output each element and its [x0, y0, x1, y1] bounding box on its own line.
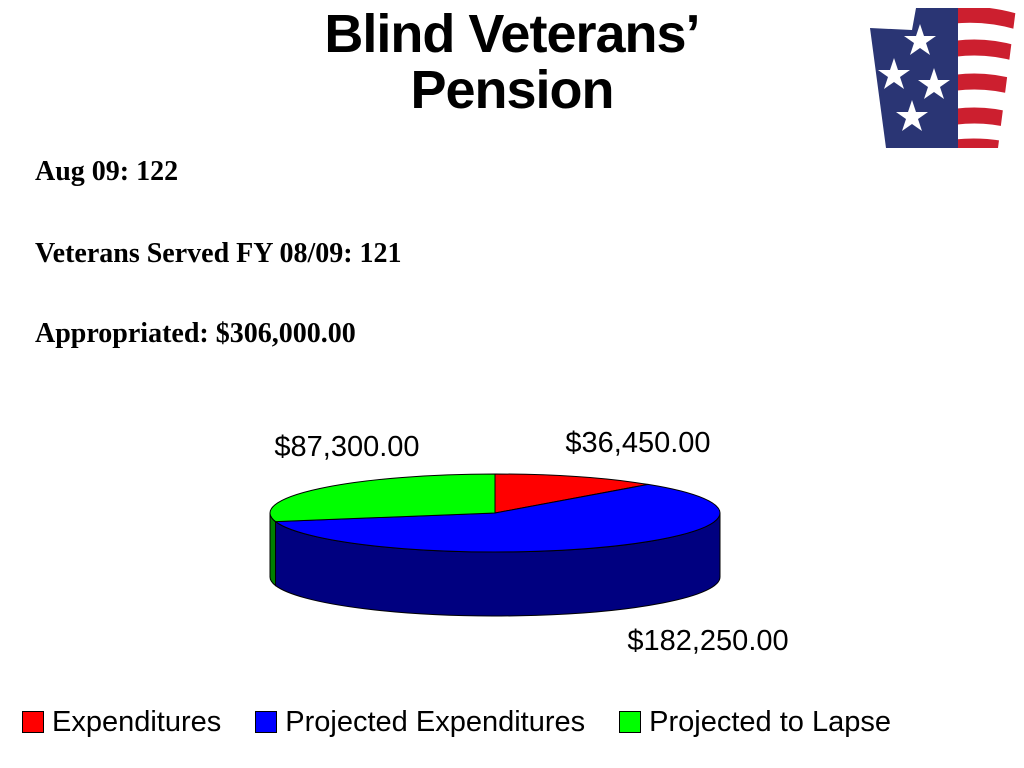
legend-label-expenditures: Expenditures: [52, 705, 222, 738]
legend-swatch-expenditures: [22, 711, 44, 733]
pie-slice-projected-expenditures: [274, 483, 721, 553]
title-line-2: Pension: [410, 60, 614, 120]
info-veterans-served: Veterans Served FY 08/09: 121: [35, 238, 402, 269]
data-label-projected-to-lapse: $87,300.00: [274, 431, 419, 463]
flag-stars-icon: [870, 8, 1016, 148]
pie-slice-projected-to-lapse: [269, 473, 496, 523]
legend-swatch-projected-to-lapse: [619, 711, 642, 733]
pie-chart: $36,450.00 $182,250.00 $87,300.00: [269, 427, 789, 657]
legend-swatch-projected-expenditures: [255, 711, 278, 733]
page-title: Blind Veterans’ Pension: [262, 6, 762, 118]
pie-side-projected-to-lapse: [269, 512, 277, 587]
data-label-projected-expenditures: $182,250.00: [627, 625, 788, 657]
pie-slice-expenditures: [494, 473, 649, 514]
legend-item-expenditures: Expenditures: [22, 706, 221, 739]
chart-legend: Expenditures Projected Expenditures Proj…: [22, 704, 925, 740]
info-month-count: Aug 09: 122: [35, 156, 179, 187]
legend-label-projected-expenditures: Projected Expenditures: [285, 705, 586, 738]
title-line-1: Blind Veterans’: [324, 4, 700, 64]
data-label-expenditures: $36,450.00: [565, 427, 710, 459]
legend-item-projected-to-lapse: Projected to Lapse: [619, 706, 891, 739]
info-appropriated: Appropriated: $306,000.00: [35, 318, 356, 349]
legend-item-projected-expenditures: Projected Expenditures: [255, 706, 585, 739]
legend-label-projected-to-lapse: Projected to Lapse: [649, 705, 891, 738]
